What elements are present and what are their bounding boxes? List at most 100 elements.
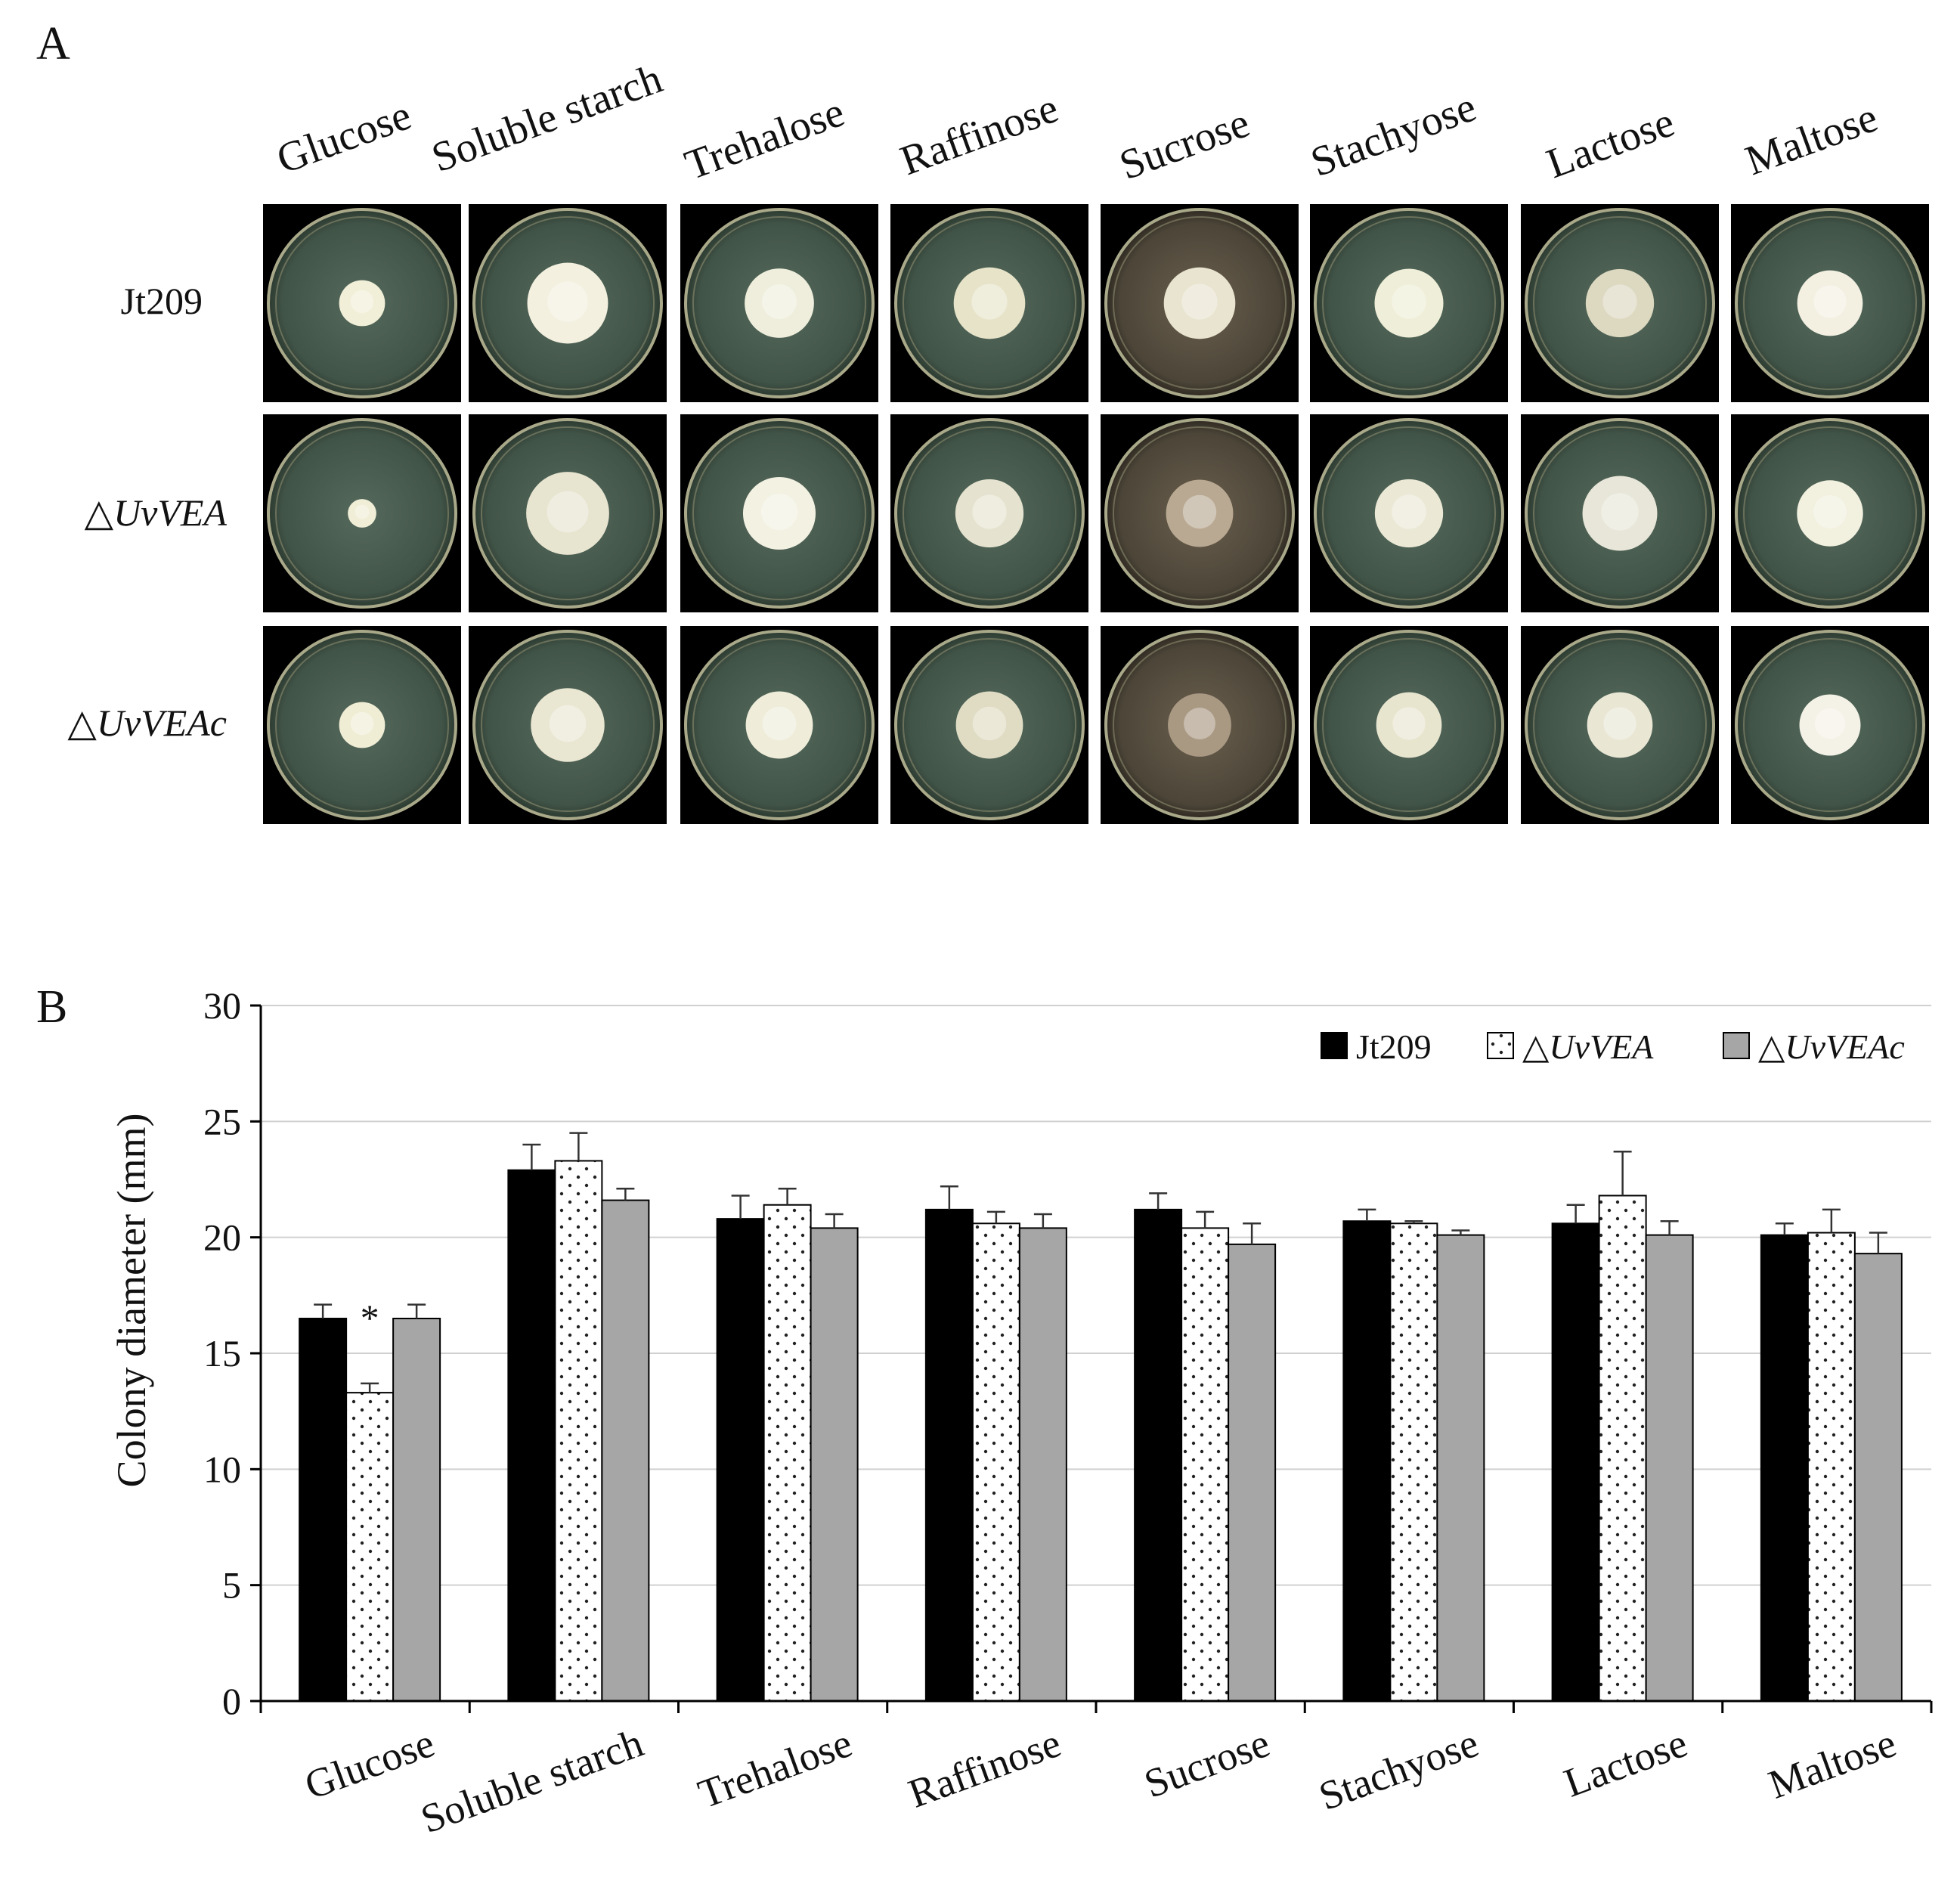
petri-dish-rim — [903, 216, 1076, 390]
y-tick-label: 0 — [222, 1680, 241, 1722]
colony-center — [971, 284, 1008, 320]
plate-uvvea-stachyose — [1310, 414, 1508, 612]
petri-dish-rim — [275, 216, 449, 390]
bar-jt209-soluble-starch — [507, 1169, 556, 1702]
plate-uvvea-sucrose — [1101, 414, 1299, 612]
colony-center — [762, 284, 797, 319]
plate-uvveac-stachyose — [1310, 626, 1508, 824]
x-tick-label-glucose: Glucose — [299, 1720, 440, 1808]
plate-uvvea-glucose — [263, 414, 461, 612]
medium-label-sucrose: Sucrose — [1113, 99, 1256, 189]
petri-dish-rim — [275, 638, 449, 812]
bar-uvveac-stachyose — [1436, 1234, 1485, 1702]
petri-dish-rim — [1743, 426, 1917, 600]
strain-name: Jt209 — [121, 280, 203, 322]
colony — [745, 268, 814, 338]
strain-labels: Jt209△UvVEA△UvVEAc — [67, 280, 227, 744]
colony-center — [1814, 708, 1846, 739]
bar-jt209-lactose — [1551, 1222, 1600, 1703]
petri-dish-rim — [481, 426, 655, 600]
petri-dish-rim — [1743, 638, 1917, 812]
y-axis-title: Colony diameter (mm) — [109, 1114, 154, 1488]
petri-dish-rim — [903, 638, 1076, 812]
bar-jt209-trehalose — [716, 1218, 765, 1702]
delta-prefix: △ — [1758, 1027, 1785, 1066]
bar-jt209-glucose — [299, 1318, 348, 1702]
y-tick-label: 25 — [203, 1100, 241, 1142]
colony — [1163, 267, 1236, 339]
bar-jt209-raffinose — [924, 1208, 974, 1703]
colony — [1585, 268, 1655, 338]
colony — [953, 267, 1026, 339]
colony — [955, 479, 1024, 548]
strain-label-jt209: Jt209 — [121, 280, 203, 322]
strain-label-uvveac: △UvVEAc — [67, 702, 227, 744]
medium-label-glucose: Glucose — [271, 91, 417, 183]
colony — [1582, 476, 1658, 551]
bar-uvveac-lactose — [1645, 1234, 1694, 1702]
plate-jt209-maltose — [1731, 204, 1929, 402]
legend-item-jt209: Jt209 — [1321, 1027, 1432, 1066]
bar-jt209-maltose — [1760, 1234, 1809, 1702]
colony-center — [1392, 707, 1426, 740]
legend-item-uvvea: △UvVEA — [1487, 1027, 1654, 1066]
colony — [1587, 692, 1653, 758]
x-tick-label-stachyose: Stachyose — [1313, 1720, 1484, 1819]
plate-jt209-stachyose — [1310, 204, 1508, 402]
plates — [263, 204, 1929, 824]
y-tick-label: 30 — [203, 984, 241, 1027]
delta-prefix: △ — [67, 702, 97, 744]
legend-item-uvveac: △UvVEAc — [1723, 1027, 1905, 1066]
panel-a-plate-grid: A Glucose Soluble starch Trehalose Raffinos… — [36, 18, 1929, 824]
colony-center — [972, 494, 1007, 529]
medium-label-lactose: Lactose — [1540, 98, 1680, 187]
bar-uvveac-maltose — [1853, 1253, 1903, 1702]
colony-center — [1603, 707, 1636, 740]
plate-jt209-sucrose — [1101, 204, 1299, 402]
plate-uvveac-glucose — [263, 626, 461, 824]
delta-prefix: △ — [85, 491, 114, 534]
colony — [339, 280, 385, 327]
bar-uvveac-raffinose — [1018, 1227, 1067, 1702]
plate-jt209-glucose — [263, 204, 461, 402]
strain-name: UvVEAc — [97, 702, 227, 744]
delta-prefix: △ — [1522, 1027, 1550, 1066]
colony-center — [1392, 284, 1426, 319]
y-tick-label: 15 — [203, 1332, 241, 1374]
bar-uvvea-soluble-starch — [554, 1160, 603, 1702]
colony — [527, 262, 608, 344]
petri-dish-rim — [1533, 216, 1707, 390]
colony — [1797, 270, 1863, 336]
colony — [348, 499, 376, 528]
colony — [1799, 694, 1861, 756]
petri-dish-rim — [692, 638, 866, 812]
panel-b-letter: B — [36, 981, 67, 1033]
petri-dish-rim — [1113, 216, 1287, 390]
legend-label: Jt209 — [1356, 1027, 1432, 1066]
legend: Jt209 △UvVEA △UvVEAc — [1321, 1027, 1905, 1066]
plate-uvveac-soluble-starch — [469, 626, 667, 824]
bar-jt209-sucrose — [1134, 1208, 1183, 1703]
strain-name: UvVEA — [113, 491, 227, 534]
y-tick-label: 20 — [203, 1216, 241, 1259]
bar-uvvea-stachyose — [1389, 1222, 1438, 1703]
bar-uvveac-sucrose — [1228, 1243, 1277, 1703]
x-tick-label-raffinose: Raffinose — [903, 1720, 1067, 1817]
plate-uvveac-maltose — [1731, 626, 1929, 824]
plate-uvveac-trehalose — [680, 626, 878, 824]
colony — [1168, 693, 1231, 757]
legend-swatch — [1487, 1032, 1514, 1059]
bar-uvveac-soluble-starch — [601, 1199, 650, 1702]
colony-center — [760, 493, 798, 531]
medium-label-maltose: Maltose — [1739, 94, 1884, 184]
colony-center — [350, 711, 374, 736]
colony — [955, 691, 1023, 759]
series-name: UvVEAc — [1785, 1027, 1904, 1066]
x-tick-label-maltose: Maltose — [1763, 1720, 1902, 1808]
colony-center — [1813, 495, 1847, 528]
petri-dish-rim — [903, 426, 1076, 600]
colony-center — [972, 706, 1007, 741]
colony — [745, 691, 813, 759]
plate-jt209-soluble-starch — [469, 204, 667, 402]
